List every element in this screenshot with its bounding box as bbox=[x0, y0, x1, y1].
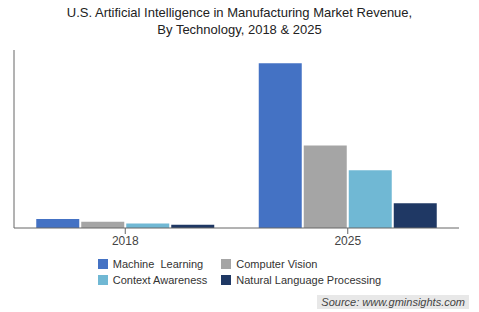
svg-text:2018: 2018 bbox=[112, 234, 139, 248]
html-text:Machine Learning: Machine Learning bbox=[112, 258, 204, 270]
svg-text:2025: 2025 bbox=[334, 234, 361, 248]
html-text:Computer Vision: Computer Vision bbox=[236, 258, 318, 270]
html-text:Source: www.gminsights.com: Source: www.gminsights.com bbox=[321, 296, 465, 308]
html-text:Natural Language Processing: Natural Language Processing bbox=[236, 274, 382, 286]
html-text:U.S. Artificial Intelligence i: U.S. Artificial Intelligence in Manufact… bbox=[66, 5, 413, 37]
html-text:Context Awareness: Context Awareness bbox=[112, 274, 208, 286]
